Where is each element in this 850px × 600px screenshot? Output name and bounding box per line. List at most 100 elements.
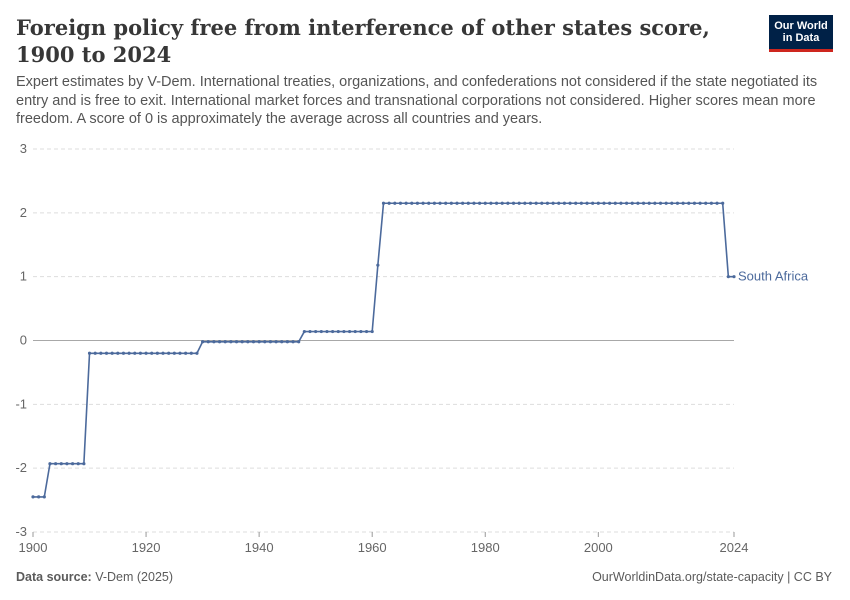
data-point[interactable] [206, 340, 210, 344]
data-point[interactable] [184, 351, 188, 355]
data-point[interactable] [641, 201, 646, 205]
data-point[interactable] [410, 201, 414, 205]
data-point[interactable] [167, 351, 171, 355]
data-point[interactable] [223, 340, 227, 344]
data-point[interactable] [562, 201, 567, 205]
data-point[interactable] [246, 340, 250, 344]
data-point[interactable] [596, 201, 600, 205]
data-point[interactable] [647, 201, 651, 205]
data-point[interactable] [636, 201, 640, 205]
owid-logo[interactable]: Our World in Data [769, 15, 833, 52]
data-point[interactable] [404, 201, 408, 205]
data-point[interactable] [104, 351, 109, 355]
data-point[interactable] [336, 329, 340, 334]
data-point[interactable] [178, 351, 182, 355]
data-point[interactable] [726, 275, 730, 279]
data-point[interactable] [48, 462, 52, 466]
data-point[interactable] [42, 495, 46, 499]
data-point[interactable] [653, 201, 657, 205]
data-point[interactable] [670, 201, 674, 205]
data-point[interactable] [359, 329, 363, 334]
data-point[interactable] [121, 351, 126, 355]
data-point[interactable] [240, 340, 244, 344]
data-point[interactable] [257, 340, 261, 344]
data-point[interactable] [144, 351, 148, 355]
data-point[interactable] [619, 201, 623, 205]
data-point[interactable] [82, 462, 86, 466]
data-point[interactable] [551, 201, 555, 205]
data-point[interactable] [195, 351, 199, 355]
data-point[interactable] [472, 201, 476, 205]
data-point[interactable] [212, 340, 216, 344]
data-point[interactable] [698, 201, 702, 205]
data-point[interactable] [268, 340, 273, 344]
data-point[interactable] [438, 201, 442, 205]
data-point[interactable] [314, 329, 318, 334]
data-point[interactable] [466, 201, 470, 205]
data-point[interactable] [93, 351, 97, 355]
data-point[interactable] [59, 462, 63, 466]
data-point[interactable] [545, 201, 550, 205]
data-point[interactable] [150, 351, 154, 355]
data-point[interactable] [87, 351, 92, 355]
data-point[interactable] [189, 351, 193, 355]
data-point[interactable] [624, 201, 629, 205]
data-point[interactable] [455, 201, 459, 205]
data-point[interactable] [285, 340, 289, 344]
data-point[interactable] [444, 201, 448, 205]
data-point[interactable] [353, 329, 357, 334]
data-point[interactable] [687, 201, 691, 205]
data-point[interactable] [217, 340, 222, 344]
data-point[interactable] [500, 201, 504, 205]
data-point[interactable] [613, 201, 617, 205]
data-point[interactable] [387, 201, 391, 205]
data-point[interactable] [54, 462, 58, 466]
data-point[interactable] [31, 495, 35, 499]
data-point[interactable] [449, 201, 453, 205]
data-point[interactable] [427, 201, 431, 205]
data-point[interactable] [494, 201, 499, 205]
data-point[interactable] [704, 201, 708, 205]
data-point[interactable] [579, 201, 583, 205]
data-point[interactable] [630, 201, 634, 205]
data-point[interactable] [280, 340, 284, 344]
data-point[interactable] [393, 201, 397, 205]
data-point[interactable] [585, 201, 589, 205]
series-line[interactable] [33, 202, 734, 498]
data-point[interactable] [602, 201, 606, 205]
data-point[interactable] [432, 201, 436, 205]
data-point[interactable] [528, 201, 533, 205]
data-point[interactable] [370, 329, 374, 334]
data-point[interactable] [319, 329, 323, 334]
data-point[interactable] [721, 201, 725, 205]
data-point[interactable] [342, 329, 346, 334]
data-point[interactable] [376, 263, 380, 267]
data-point[interactable] [523, 201, 527, 205]
data-point[interactable] [574, 201, 578, 205]
footer-link[interactable]: OurWorldinData.org/state-capacity | CC B… [592, 570, 832, 584]
data-point[interactable] [302, 329, 306, 334]
data-point[interactable] [415, 201, 420, 205]
data-point[interactable] [591, 201, 595, 205]
data-point[interactable] [732, 275, 736, 279]
data-point[interactable] [534, 201, 538, 205]
data-point[interactable] [331, 329, 335, 334]
data-point[interactable] [116, 351, 120, 355]
data-point[interactable] [381, 201, 386, 205]
data-point[interactable] [568, 201, 572, 205]
data-point[interactable] [291, 340, 295, 344]
series-label[interactable]: South Africa [738, 269, 809, 284]
data-point[interactable] [297, 340, 301, 344]
data-point[interactable] [715, 201, 719, 205]
data-point[interactable] [675, 201, 680, 205]
data-source-value[interactable]: V-Dem (2025) [95, 570, 174, 584]
data-point[interactable] [172, 351, 176, 355]
data-point[interactable] [76, 462, 80, 466]
data-point[interactable] [65, 462, 69, 466]
data-point[interactable] [709, 201, 713, 205]
data-point[interactable] [692, 201, 697, 205]
data-point[interactable] [511, 201, 516, 205]
data-point[interactable] [70, 462, 75, 466]
data-point[interactable] [201, 340, 205, 344]
data-point[interactable] [517, 201, 521, 205]
